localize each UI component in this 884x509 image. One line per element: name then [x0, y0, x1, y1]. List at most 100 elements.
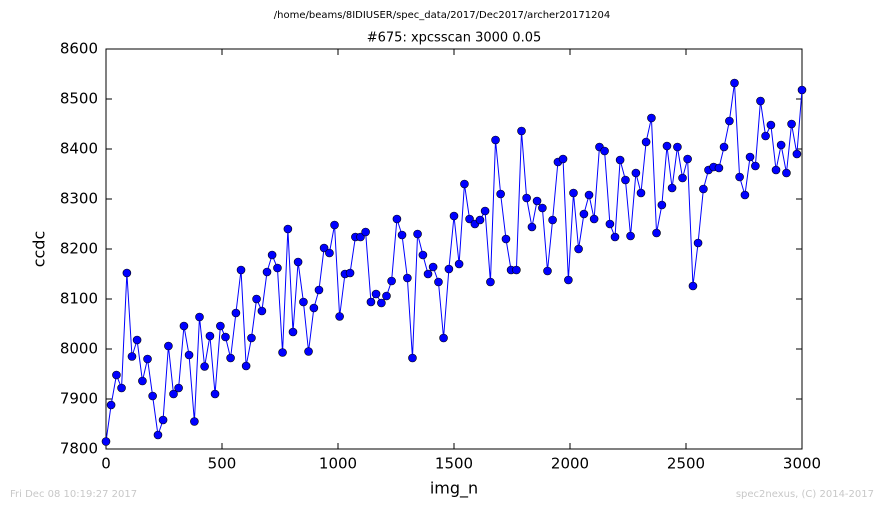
y-tick-label: 8000 — [60, 340, 98, 358]
data-point — [205, 331, 215, 341]
data-point — [491, 135, 500, 145]
data-point — [278, 348, 287, 357]
data-point — [631, 168, 641, 178]
data-point — [200, 362, 209, 371]
data-point — [486, 277, 495, 287]
data-point — [288, 327, 298, 337]
data-point — [522, 193, 531, 203]
data-point — [428, 262, 438, 272]
x-tick-label: 2000 — [551, 455, 589, 473]
data-point — [532, 196, 542, 206]
data-point — [262, 267, 272, 277]
data-point — [558, 154, 568, 164]
data-point — [725, 116, 734, 126]
x-tick-label: 0 — [101, 455, 111, 473]
suptitle: /home/beams/8IDIUSER/spec_data/2017/Dec2… — [274, 10, 610, 21]
data-point — [574, 244, 583, 254]
data-point — [366, 297, 376, 307]
data-point — [371, 289, 381, 299]
data-point — [673, 142, 682, 152]
data-point — [174, 383, 183, 393]
data-point — [782, 168, 791, 178]
data-point — [252, 294, 261, 304]
data-point — [158, 415, 168, 425]
data-point — [216, 321, 225, 331]
data-point — [605, 219, 615, 229]
data-point — [387, 276, 396, 286]
data-point — [439, 333, 448, 343]
data-point — [195, 312, 204, 322]
data-point — [377, 298, 386, 308]
x-tick-label: 1500 — [435, 455, 473, 473]
data-point — [304, 347, 313, 356]
footer-left: Fri Dec 08 10:19:27 2017 — [10, 489, 137, 500]
y-tick-label: 8600 — [60, 40, 98, 58]
data-point — [132, 335, 142, 345]
data-point — [517, 126, 526, 136]
data-point — [740, 190, 750, 200]
data-point — [408, 353, 417, 363]
data-point — [138, 376, 147, 386]
data-point — [231, 308, 241, 318]
data-point — [600, 146, 609, 156]
data-point — [564, 275, 573, 285]
data-point — [496, 189, 505, 199]
data-point — [667, 183, 677, 193]
data-point — [179, 321, 189, 331]
data-point — [766, 120, 776, 130]
data-point — [584, 190, 594, 200]
data-point — [730, 78, 739, 88]
data-point — [164, 341, 173, 351]
data-point — [652, 228, 661, 238]
data-point — [678, 173, 687, 183]
data-point — [403, 273, 412, 283]
data-point — [221, 332, 230, 342]
data-point — [527, 222, 537, 232]
data-point — [589, 214, 599, 224]
data-point — [434, 277, 443, 287]
data-point — [283, 224, 293, 234]
data-point — [543, 266, 552, 276]
footer-right: spec2nexus, (C) 2014-2017 — [736, 489, 874, 500]
data-point — [117, 383, 126, 393]
data-point — [148, 391, 157, 401]
data-point — [683, 154, 692, 164]
data-line — [105, 82, 803, 442]
data-point — [241, 361, 251, 371]
data-point — [190, 417, 199, 426]
data-point — [662, 141, 672, 151]
y-tick-label: 8400 — [60, 140, 98, 158]
data-point — [169, 389, 178, 399]
data-point — [745, 152, 755, 162]
data-point — [273, 263, 282, 273]
data-point — [210, 389, 220, 399]
data-point — [610, 232, 620, 242]
data-point — [460, 179, 469, 189]
data-point — [480, 206, 490, 216]
data-point — [122, 268, 132, 278]
y-axis-label: ccdc — [30, 231, 49, 268]
data-point — [356, 232, 365, 242]
data-point — [444, 264, 454, 274]
data-point — [501, 234, 511, 244]
x-tick-label: 3000 — [783, 455, 821, 473]
y-tick-label: 8100 — [60, 290, 98, 308]
data-point — [267, 250, 277, 260]
x-tick-label: 2500 — [667, 455, 705, 473]
data-point — [454, 259, 464, 269]
chart-title: #675: xpcsscan 3000 0.05 — [367, 31, 542, 46]
data-point — [361, 227, 370, 237]
data-point — [143, 354, 152, 364]
x-tick-label: 500 — [208, 455, 237, 473]
data-point — [325, 248, 334, 258]
data-point — [309, 303, 319, 313]
data-point — [688, 281, 698, 291]
data-point — [792, 149, 802, 159]
data-point — [548, 215, 557, 225]
data-point — [413, 229, 422, 239]
data-point — [112, 370, 121, 380]
data-point — [475, 215, 485, 225]
x-tick-label: 1000 — [319, 455, 357, 473]
data-point — [449, 211, 459, 221]
